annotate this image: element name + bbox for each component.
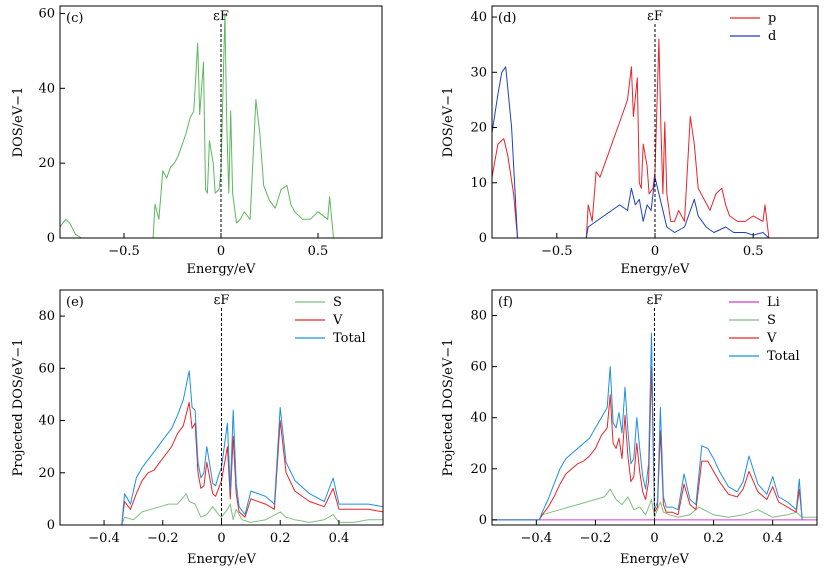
series-line-p	[492, 38, 770, 238]
y-tick-label: 0	[479, 231, 487, 246]
y-tick-label: 20	[38, 466, 55, 481]
legend-label-v: V	[766, 331, 777, 346]
y-axis-label: Projected DOS/eV−1	[441, 339, 456, 477]
y-tick-label: 20	[470, 462, 487, 477]
legend-label-total: Total	[333, 331, 366, 346]
legend-label-d: d	[768, 29, 776, 44]
legend-label-li: Li	[767, 295, 780, 310]
x-tick-label: −0.5	[541, 244, 573, 259]
fermi-level-label: εF	[647, 293, 663, 308]
y-tick-label: 20	[38, 156, 55, 171]
x-tick-label: 0	[217, 244, 225, 259]
y-tick-label: 0	[47, 231, 55, 246]
y-tick-label: 40	[38, 414, 55, 429]
panel-label: (c)	[66, 11, 83, 26]
x-tick-label: 0.5	[308, 244, 329, 259]
x-axis-label: Energy/eV	[621, 262, 691, 277]
panel-e: εF −0.4 −0.2 0 0.2 0.4 0 20 40 60 80 (e) Energy/eV Pr…	[11, 289, 384, 567]
fermi-level-label: εF	[213, 9, 229, 24]
series-line-s	[60, 493, 383, 525]
series-line-dos	[60, 13, 382, 238]
x-tick-label: 0.5	[743, 244, 764, 259]
series-line-total	[60, 370, 383, 525]
panel-f: εF −0.4 −0.2 0 0.2 0.4 0 20 40 60 80 (f) Energy/eV Pr…	[441, 289, 818, 567]
x-tick-label: −0.4	[521, 531, 553, 546]
y-tick-label: 60	[38, 361, 55, 376]
x-tick-label: 0.4	[329, 531, 350, 546]
fermi-level-label: εF	[214, 293, 230, 308]
x-axis-label: Energy/eV	[187, 262, 257, 277]
y-tick-label: 0	[479, 513, 487, 528]
y-tick-label: 10	[470, 176, 487, 191]
x-tick-label: 0	[217, 531, 225, 546]
series-line-d	[492, 66, 770, 238]
y-tick-label: 60	[470, 360, 487, 375]
legend-label-p: p	[768, 11, 776, 26]
legend-label-v: V	[332, 313, 343, 328]
y-axis-label: Projected DOS/eV−1	[11, 339, 26, 477]
x-axis-label: Energy/eV	[620, 552, 690, 567]
panel-label: (d)	[498, 11, 516, 26]
x-tick-label: 0.2	[703, 531, 724, 546]
y-tick-label: 20	[470, 121, 487, 136]
x-tick-label: −0.4	[88, 531, 120, 546]
series-line-v	[492, 366, 803, 521]
legend-label-s: S	[767, 313, 776, 328]
y-axis-label: DOS/eV−1	[441, 87, 456, 158]
legend-label-s: S	[333, 295, 342, 310]
y-tick-label: 0	[47, 518, 55, 533]
panel-d: εF −0.5 0 0.5 0 10 20 30 40 (d) Energy/eV DOS/eV−1 p…	[441, 5, 819, 277]
legend-label-total: Total	[767, 349, 800, 364]
y-tick-label: 40	[470, 411, 487, 426]
x-tick-label: 0	[650, 531, 658, 546]
y-tick-label: 80	[470, 309, 487, 324]
y-tick-label: 30	[470, 65, 487, 80]
x-axis-label: Energy/eV	[187, 552, 257, 567]
series-line-s	[492, 488, 817, 521]
panel-label: (e)	[66, 295, 84, 310]
panel-label: (f)	[498, 295, 513, 310]
panel-c: εF −0.5 0 0.5 0 20 40 60 (c) Energy/eV DOS/eV−1	[11, 5, 383, 277]
series-line-v	[60, 401, 383, 525]
fermi-level-label: εF	[647, 9, 663, 24]
series-line-total	[492, 332, 803, 521]
y-tick-label: 40	[38, 81, 55, 96]
y-tick-label: 80	[38, 309, 55, 324]
x-tick-label: −0.2	[147, 531, 179, 546]
x-tick-label: −0.2	[580, 531, 612, 546]
x-tick-label: −0.5	[108, 244, 140, 259]
x-tick-label: 0.2	[270, 531, 291, 546]
y-axis-label: DOS/eV−1	[11, 87, 26, 158]
y-tick-label: 60	[38, 6, 55, 21]
y-tick-label: 40	[470, 10, 487, 25]
x-tick-label: 0	[651, 244, 659, 259]
x-tick-label: 0.4	[762, 531, 783, 546]
